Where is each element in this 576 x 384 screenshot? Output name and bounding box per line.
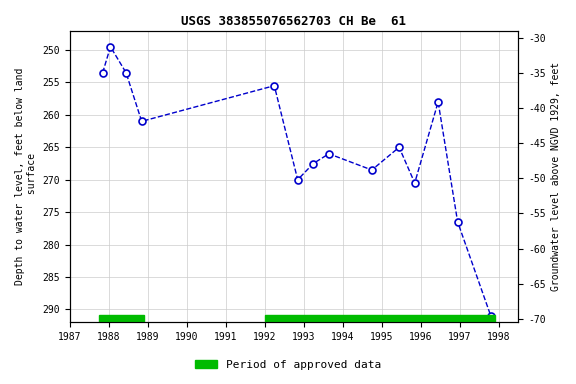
Y-axis label: Depth to water level, feet below land
 surface: Depth to water level, feet below land su… bbox=[15, 68, 37, 285]
Bar bbox=[98, 315, 143, 323]
Y-axis label: Groundwater level above NGVD 1929, feet: Groundwater level above NGVD 1929, feet bbox=[551, 62, 561, 291]
Legend: Period of approved data: Period of approved data bbox=[191, 356, 385, 375]
Title: USGS 383855076562703 CH Be  61: USGS 383855076562703 CH Be 61 bbox=[181, 15, 406, 28]
Bar bbox=[264, 315, 495, 323]
